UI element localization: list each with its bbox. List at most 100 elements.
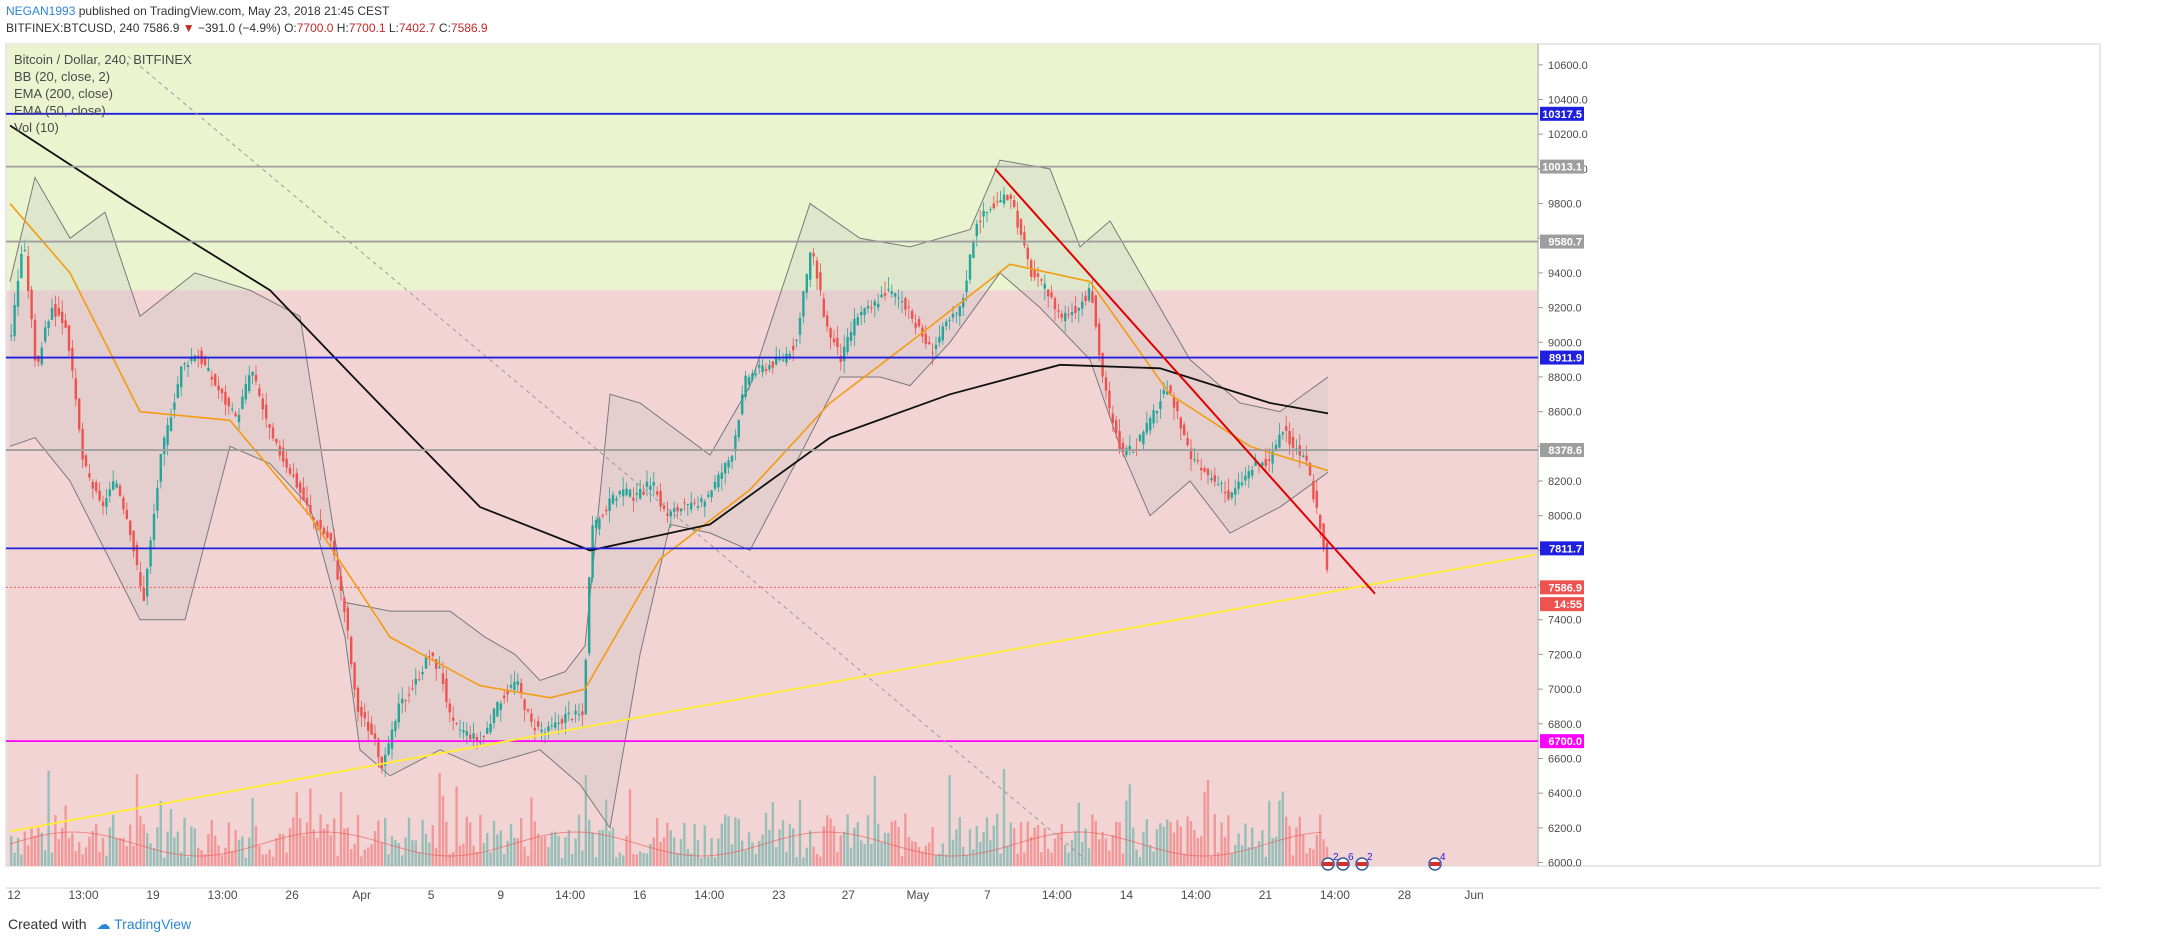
volume-bar bbox=[169, 808, 173, 866]
candle-body bbox=[353, 662, 356, 690]
volume-bar bbox=[95, 823, 98, 866]
volume-bar bbox=[1111, 835, 1114, 866]
volume-bar bbox=[186, 856, 190, 866]
candle-body bbox=[720, 472, 723, 479]
candle-body bbox=[1111, 413, 1114, 423]
volume-bar bbox=[1135, 849, 1138, 866]
volume-bar bbox=[30, 828, 33, 866]
candle-body bbox=[1057, 310, 1060, 312]
candle-body bbox=[254, 374, 258, 382]
volume-bar bbox=[853, 827, 856, 866]
price-badge-label: 6700.0 bbox=[1548, 736, 1582, 748]
candles-group bbox=[10, 186, 1329, 778]
price-badge-grey: 8378.6 bbox=[1540, 443, 1584, 458]
volume-bar bbox=[1030, 836, 1033, 866]
open-value: 7700.0 bbox=[296, 21, 334, 35]
volume-bar bbox=[571, 854, 574, 866]
candle-body bbox=[1213, 475, 1216, 482]
candle-body bbox=[486, 727, 489, 735]
volume-bar bbox=[1019, 822, 1023, 866]
volume-bar bbox=[479, 814, 482, 866]
candle-body bbox=[159, 453, 162, 482]
volume-bar bbox=[1217, 852, 1220, 866]
volume-bar bbox=[224, 847, 227, 866]
x-tick-label: 5 bbox=[428, 888, 435, 902]
candle-body bbox=[605, 509, 608, 512]
volume-bar bbox=[832, 826, 836, 866]
volume-bar bbox=[1274, 836, 1278, 866]
volume-bar bbox=[934, 854, 938, 866]
volume-bar bbox=[156, 827, 159, 866]
candle-body bbox=[693, 502, 696, 504]
candle-body bbox=[210, 376, 213, 380]
volume-bar bbox=[836, 852, 839, 866]
volume-bar bbox=[747, 832, 751, 866]
candle-body bbox=[860, 311, 863, 316]
publish-line: NEGAN1993 published on TradingView.com, … bbox=[6, 4, 389, 18]
candle-body bbox=[462, 730, 465, 733]
volume-bar bbox=[1081, 841, 1084, 866]
volume-bar bbox=[333, 818, 336, 866]
candle-body bbox=[985, 212, 989, 214]
author-link[interactable]: NEGAN1993 bbox=[6, 4, 76, 18]
volume-bar bbox=[220, 855, 224, 866]
last-price: 7586.9 bbox=[142, 21, 180, 35]
candle-body bbox=[142, 587, 145, 601]
volume-bar bbox=[601, 829, 604, 866]
candle-body bbox=[275, 438, 278, 443]
volume-bar bbox=[594, 857, 598, 866]
volume-bar bbox=[849, 847, 853, 866]
y-tick-label: 6000.0 bbox=[1548, 858, 1582, 870]
candle-body bbox=[1009, 194, 1012, 199]
candle-body bbox=[118, 485, 122, 496]
y-tick-label: 8800.0 bbox=[1548, 372, 1582, 384]
candle-body bbox=[295, 473, 298, 488]
price-badge-label: 10317.5 bbox=[1542, 109, 1582, 121]
volume-bar bbox=[183, 817, 186, 866]
legend-ema50[interactable]: EMA (50, close) bbox=[14, 103, 106, 118]
legend-vol[interactable]: Vol (10) bbox=[14, 120, 59, 135]
candle-body bbox=[384, 754, 387, 766]
volume-bar bbox=[1016, 853, 1019, 866]
price-badge-label: 10013.1 bbox=[1542, 162, 1582, 174]
volume-bar bbox=[356, 814, 360, 866]
volume-bar bbox=[526, 855, 530, 866]
candle-body bbox=[1128, 446, 1131, 451]
y-tick-label: 8200.0 bbox=[1548, 476, 1582, 488]
volume-bar bbox=[877, 823, 880, 866]
price-badge-label: 8378.6 bbox=[1548, 445, 1582, 457]
candle-body bbox=[679, 508, 683, 512]
volume-bar bbox=[1050, 852, 1053, 866]
candle-body bbox=[897, 297, 900, 299]
volume-bar bbox=[1247, 847, 1250, 866]
volume-bar bbox=[295, 792, 298, 866]
candle-body bbox=[84, 455, 88, 467]
volume-bar bbox=[843, 831, 846, 866]
volume-bar bbox=[1132, 827, 1135, 866]
volume-bar bbox=[1186, 816, 1189, 866]
volume-bar bbox=[1254, 847, 1257, 866]
legend-ema200[interactable]: EMA (200, close) bbox=[14, 86, 113, 101]
volume-bar bbox=[261, 854, 264, 866]
candle-body bbox=[1230, 492, 1233, 498]
tradingview-link[interactable]: TradingView bbox=[114, 916, 192, 932]
candle-body bbox=[95, 482, 98, 491]
volume-bar bbox=[336, 855, 339, 866]
candle-body bbox=[591, 525, 594, 579]
y-tick-label: 10600.0 bbox=[1548, 60, 1588, 72]
volume-bar bbox=[955, 829, 958, 866]
price-badge-grey: 9580.7 bbox=[1540, 234, 1584, 249]
candle-body bbox=[982, 210, 985, 217]
volume-bar bbox=[288, 828, 292, 866]
x-tick-label: 12 bbox=[7, 888, 21, 902]
candle-body bbox=[537, 721, 540, 727]
candle-body bbox=[1288, 430, 1291, 445]
candle-body bbox=[105, 498, 108, 507]
volume-bar bbox=[1087, 848, 1091, 866]
legend-bb[interactable]: BB (20, close, 2) bbox=[14, 69, 111, 84]
volume-bar bbox=[1268, 800, 1271, 866]
candle-body bbox=[248, 375, 251, 392]
volume-bar bbox=[713, 857, 717, 866]
candle-body bbox=[1285, 426, 1288, 431]
